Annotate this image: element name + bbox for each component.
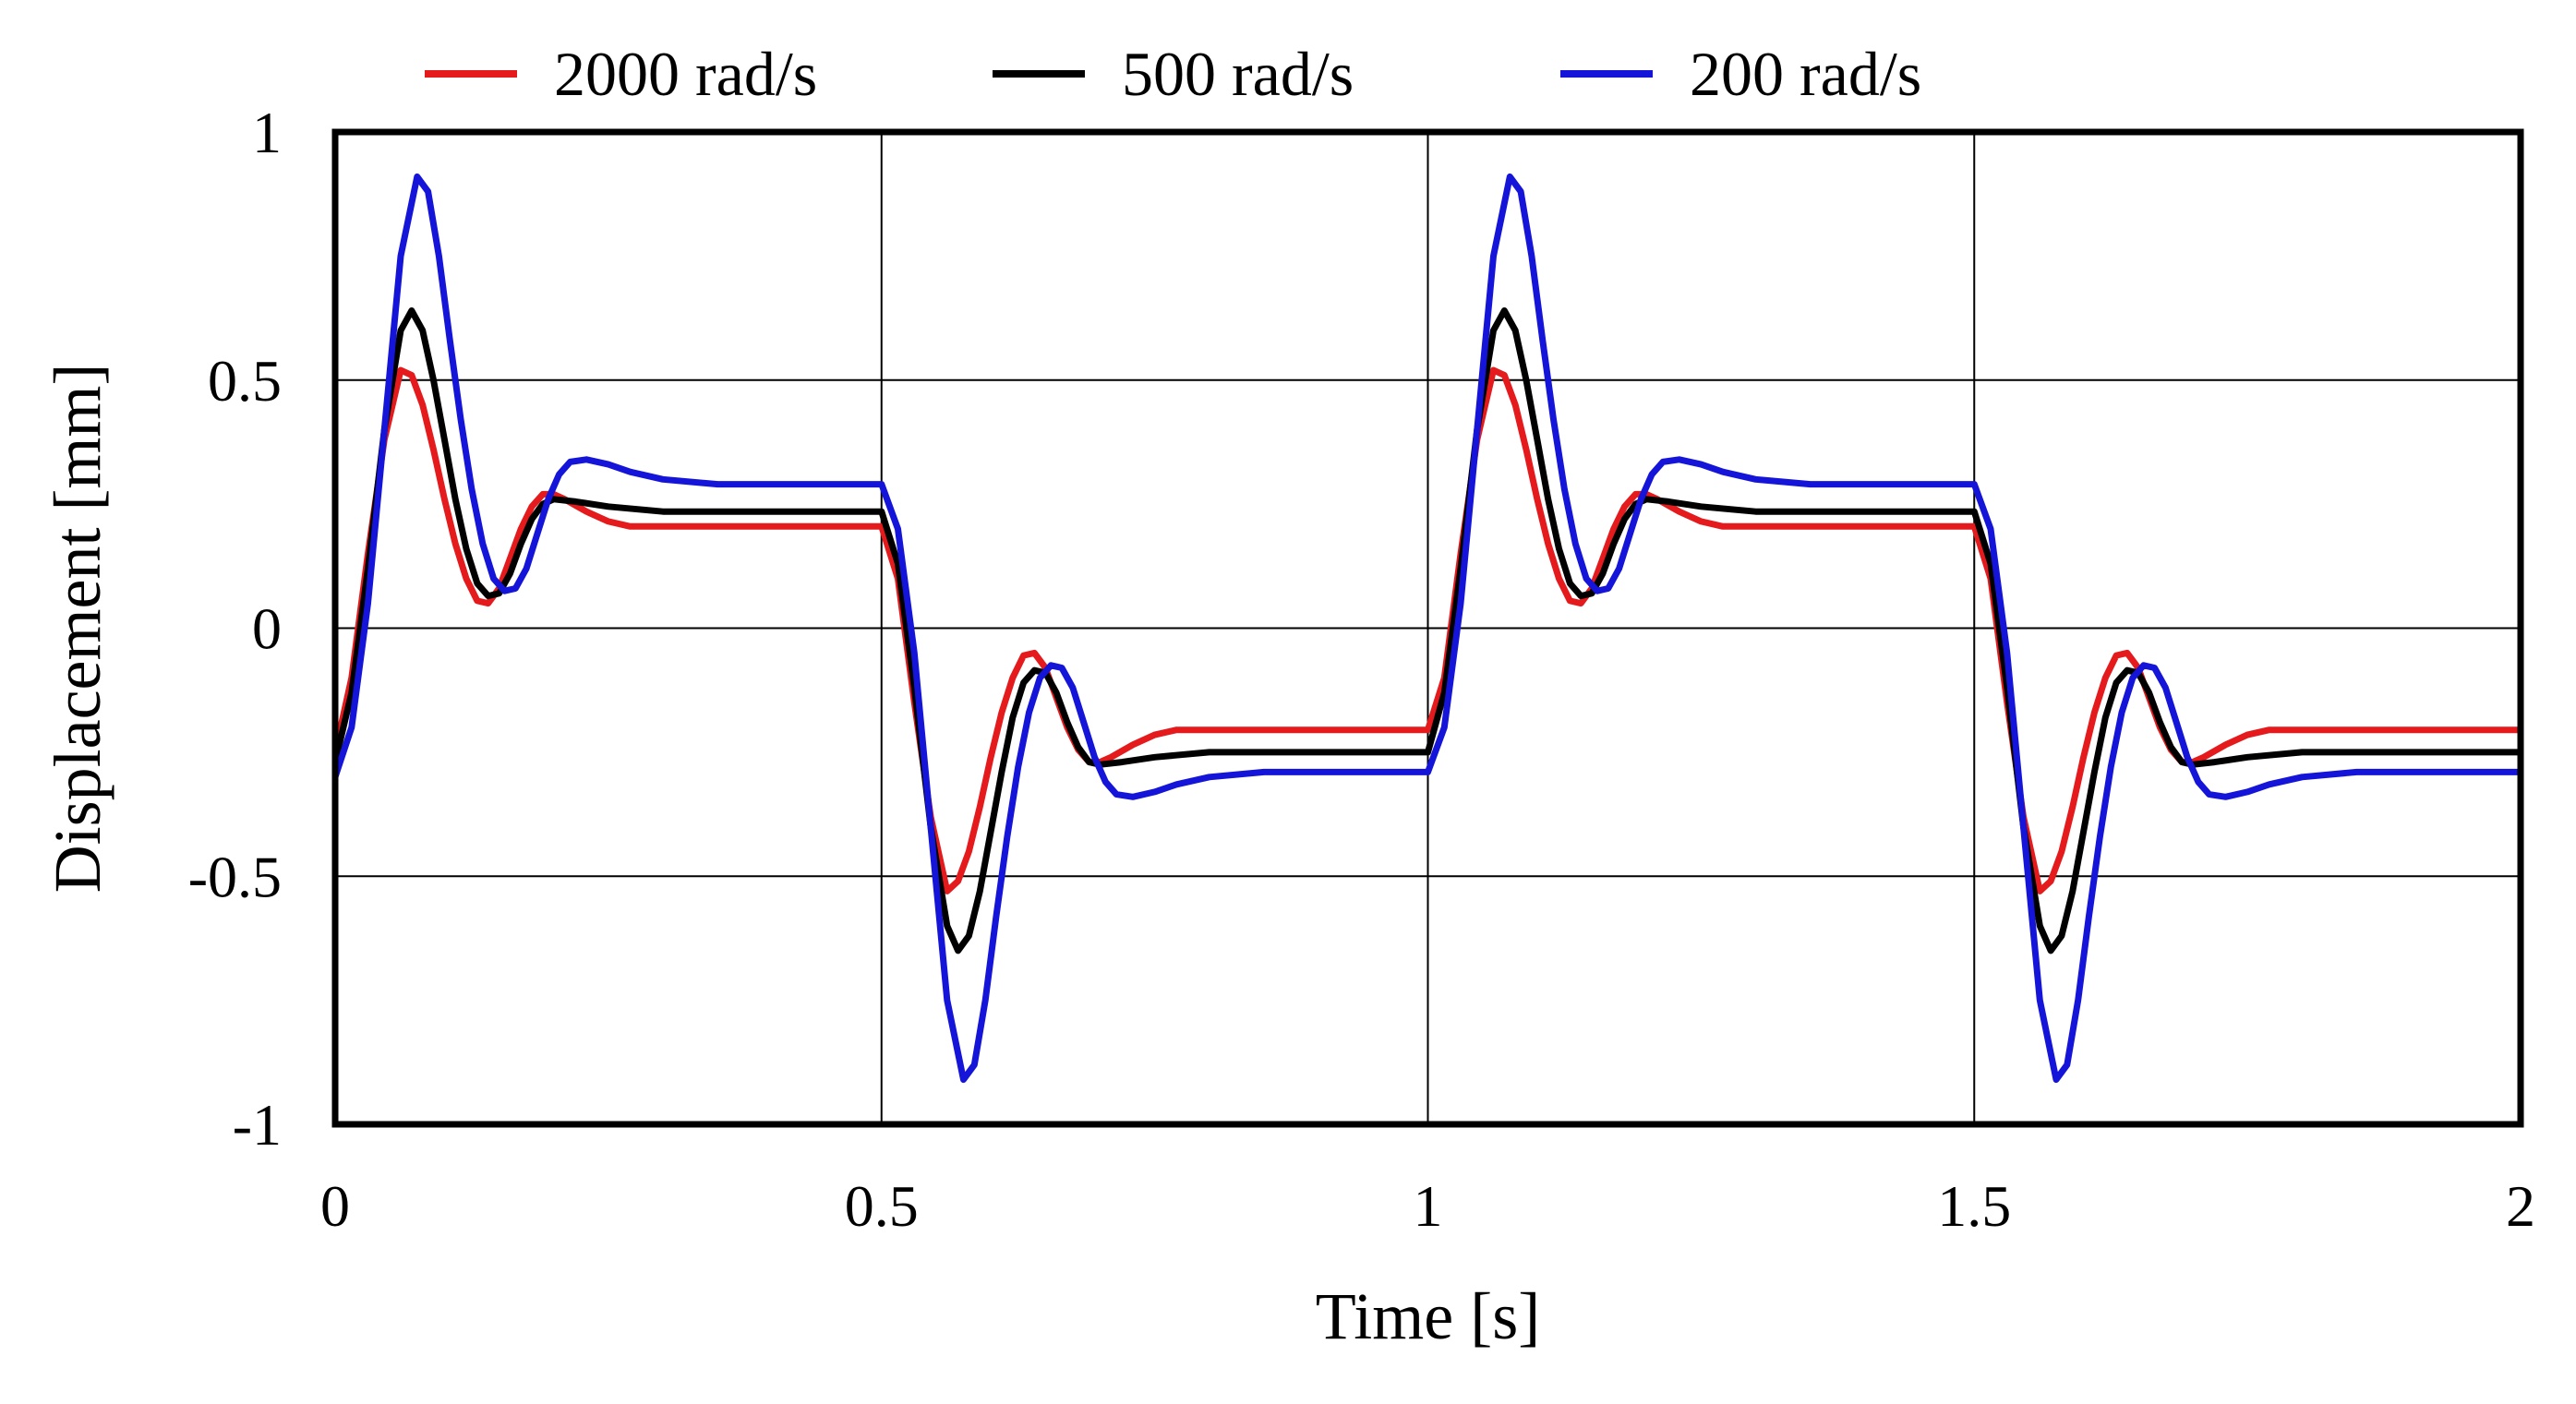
x-tick-label: 0.5: [845, 1173, 919, 1239]
legend-label-0: 2000 rad/s: [554, 39, 817, 109]
legend-label-2: 200 rad/s: [1690, 39, 1921, 109]
plot-frame: [331, 128, 2524, 1128]
x-tick-labels: 0 0.5 1 1.5 2: [320, 1173, 2535, 1239]
x-tick-label: 2: [2506, 1173, 2535, 1239]
x-tick-label: 1: [1414, 1173, 1443, 1239]
y-tick-label: 1: [252, 100, 282, 165]
plot-series: [331, 173, 2524, 1084]
x-tick-label: 0: [320, 1173, 350, 1239]
y-tick-label: 0: [252, 596, 282, 662]
y-tick-label: -0.5: [188, 844, 282, 909]
legend-label-1: 500 rad/s: [1122, 39, 1354, 109]
y-tick-labels: 1 0.5 0 -0.5 -1: [188, 100, 282, 1158]
grid: [334, 131, 2522, 1125]
y-tick-label: -1: [233, 1092, 282, 1158]
series-line-2: [331, 173, 2524, 1084]
legend: 2000 rad/s 500 rad/s 200 rad/s: [425, 39, 1921, 109]
series-line-0: [331, 366, 2524, 894]
x-tick-label: 1.5: [1937, 1173, 2011, 1239]
y-tick-label: 0.5: [208, 348, 282, 414]
y-axis-label: Displacement [mm]: [41, 364, 114, 894]
series-line-1: [331, 307, 2524, 954]
x-axis-label: Time [s]: [1316, 1279, 1540, 1353]
